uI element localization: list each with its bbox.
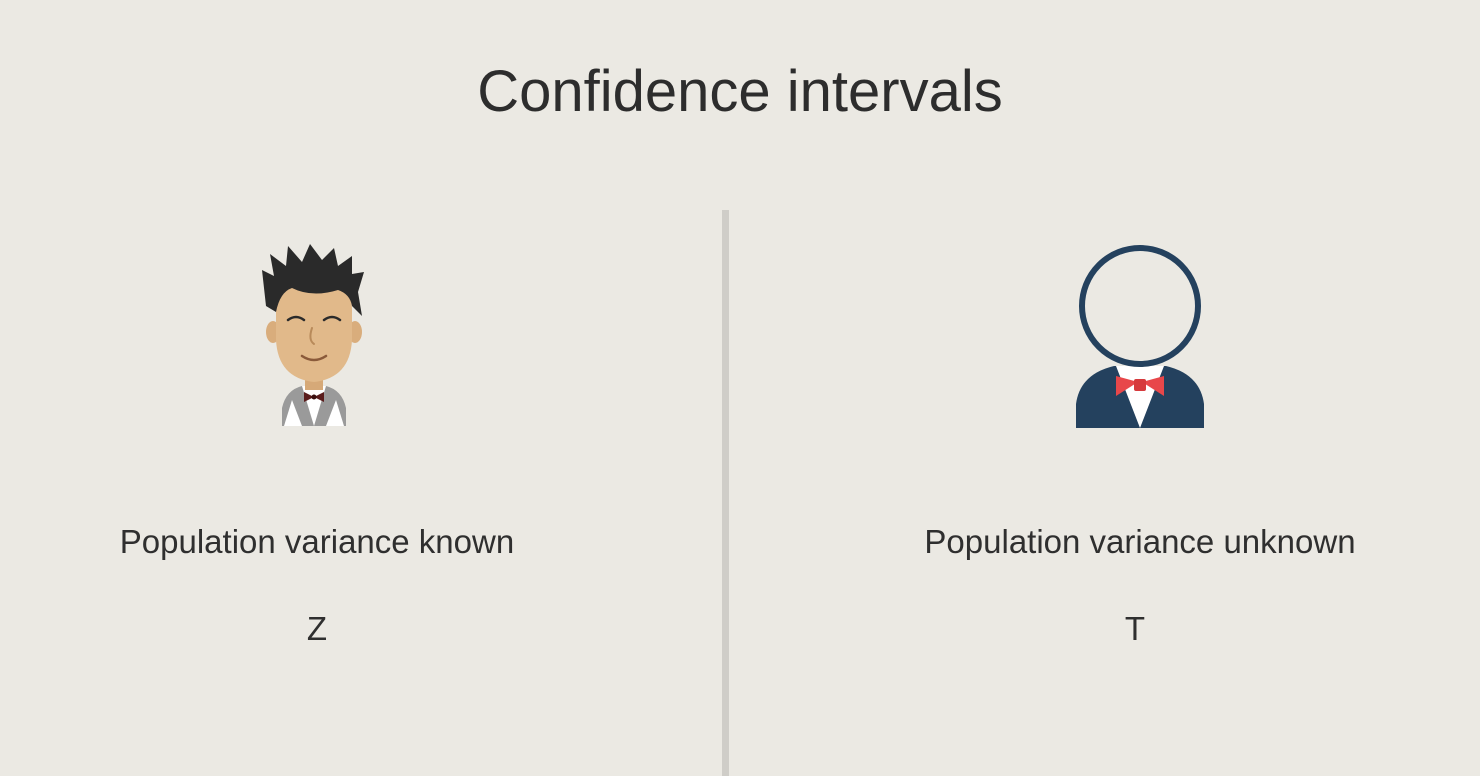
faceless-man-bowtie-icon bbox=[1076, 245, 1204, 428]
slide-title: Confidence intervals bbox=[477, 59, 1003, 124]
panel-divider bbox=[722, 210, 729, 776]
population-variance-known-label: Population variance known bbox=[119, 523, 515, 560]
population-variance-unknown-label: Population variance unknown bbox=[924, 523, 1356, 560]
t-statistic-symbol: T bbox=[1124, 610, 1146, 647]
z-statistic-symbol: Z bbox=[306, 610, 328, 647]
smiling-man-bowtie-icon bbox=[262, 244, 364, 426]
